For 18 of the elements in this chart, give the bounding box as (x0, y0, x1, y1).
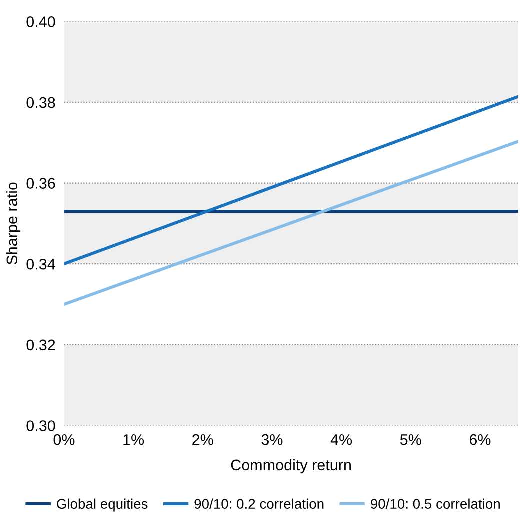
x-axis-title: Commodity return (231, 459, 351, 474)
y-tick-label: 0.30 (26, 420, 56, 432)
y-tick-label: 0.32 (26, 340, 56, 351)
y-tick-label: 0.36 (26, 178, 56, 189)
x-tick-label: 6% (470, 434, 491, 446)
legend-label: 90/10: 0.2 correlation (194, 498, 324, 510)
x-tick-label: 5% (400, 434, 422, 446)
y-tick-label: 0.38 (26, 97, 56, 108)
y-tick-label: 0.34 (26, 258, 56, 270)
x-tick-label: 4% (330, 434, 352, 446)
y-axis-title: Sharpe ratio (6, 182, 21, 265)
legend-label: 90/10: 0.5 correlation (371, 498, 500, 510)
y-tick-label: 0.40 (26, 16, 56, 28)
x-tick-label: 1% (124, 434, 144, 446)
x-tick-label: 2% (192, 434, 214, 446)
x-tick-label: 0% (54, 434, 75, 446)
x-tick-label: 3% (262, 434, 283, 446)
legend-label: Global equities (57, 498, 148, 512)
